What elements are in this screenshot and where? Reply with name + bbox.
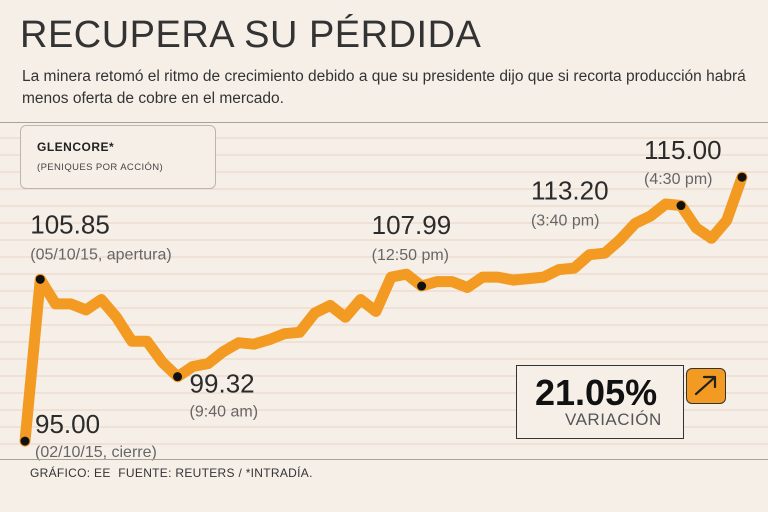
footer-source: FUENTE: REUTERS / *INTRADÍA. (118, 466, 313, 480)
data-time-label: (02/10/15, cierre) (35, 444, 157, 461)
legend-unit: (PENIQUES POR ACCIÓN) (37, 162, 164, 173)
top-divider (0, 122, 768, 123)
data-value-label: 105.85 (30, 209, 110, 239)
data-value-label: 99.32 (190, 369, 255, 399)
arrow-up-right-icon (686, 368, 726, 404)
legend-box: GLENCORE* (PENIQUES POR ACCIÓN) (20, 125, 216, 189)
variation-value: 21.05% (535, 372, 658, 413)
variation-label: VARIACIÓN (565, 410, 662, 429)
data-time-label: (3:40 pm) (531, 213, 599, 230)
series-line (19, 171, 748, 447)
data-value-label: 107.99 (372, 210, 452, 240)
data-point-marker (20, 436, 30, 446)
data-value-label: 115.00 (644, 135, 722, 165)
data-point-marker (737, 172, 747, 182)
data-value-label: 113.20 (531, 176, 609, 206)
page-title: RECUPERA SU PÉRDIDA (20, 14, 482, 56)
data-time-label: (12:50 pm) (372, 247, 449, 264)
chart-markers (20, 172, 747, 446)
data-point-marker (676, 201, 686, 211)
variation-box: 21.05% VARIACIÓN (516, 365, 684, 439)
chart-data-labels: 95.00 (02/10/15, cierre) 105.85 (05/10/15, … (30, 135, 721, 461)
data-time-label: (05/10/15, apertura) (30, 246, 171, 263)
data-point-marker (173, 372, 183, 382)
data-value-label: 95.00 (35, 409, 100, 439)
footer-credits: GRÁFICO: EE FUENTE: REUTERS / *INTRADÍA. (30, 466, 317, 480)
page-subtitle: La minera retomó el ritmo de crecimiento… (22, 68, 746, 107)
data-time-label: (9:40 am) (190, 404, 258, 421)
data-time-label: (4:30 pm) (644, 171, 712, 188)
legend-company-name: GLENCORE* (37, 140, 115, 154)
data-point-marker (417, 281, 427, 291)
footer-graphic-credit: GRÁFICO: EE (30, 466, 111, 480)
bottom-divider (0, 459, 768, 460)
data-point-marker (35, 274, 45, 284)
